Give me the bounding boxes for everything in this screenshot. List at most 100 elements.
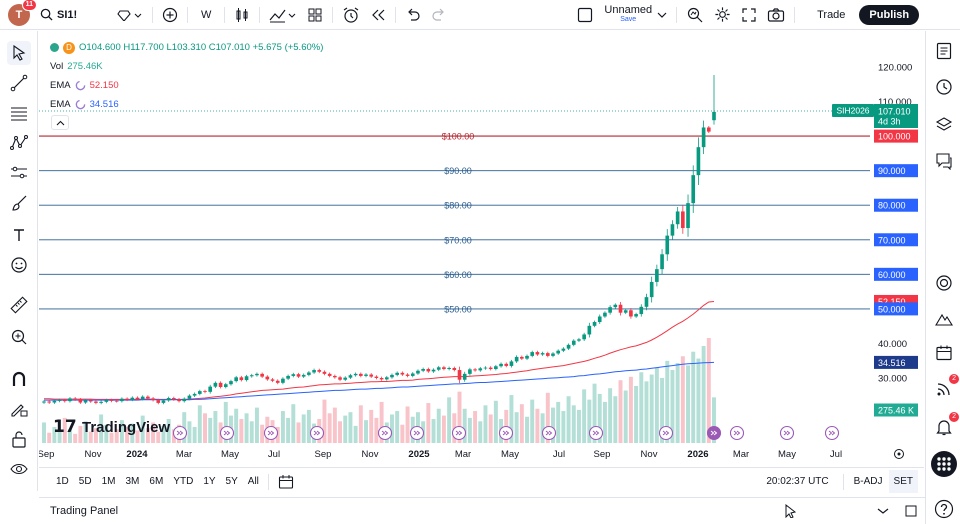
candle-body	[410, 373, 415, 376]
cursor-tool[interactable]	[7, 41, 31, 65]
candle-body	[322, 371, 327, 374]
notifications-button[interactable]: 2	[932, 412, 959, 439]
price-chart[interactable]: $100.00 $90.00 $80.00 $70.00 $60.00 $50.00 12…	[39, 31, 924, 464]
brush-tool[interactable]	[7, 191, 31, 215]
stay-drawing-tool[interactable]	[7, 397, 31, 421]
ruler-tool[interactable]	[7, 293, 31, 317]
ideas-button[interactable]	[932, 271, 956, 295]
candle-body	[130, 397, 135, 400]
ema1-label: EMA	[50, 80, 71, 91]
ema-34-line	[44, 361, 715, 401]
range-button-3m[interactable]: 3M	[125, 476, 140, 487]
event-marker-arrow	[783, 430, 791, 436]
ema-row-2[interactable]: EMA 34.516	[50, 95, 323, 114]
range-button-5d[interactable]: 5D	[78, 476, 92, 487]
alerts-panel-button[interactable]	[932, 75, 956, 99]
layout-name-button[interactable]: Unnamed Save	[604, 4, 652, 25]
symbol-search[interactable]: SI1!	[40, 8, 112, 21]
maximize-icon[interactable]	[905, 505, 917, 517]
templates-button[interactable]	[302, 3, 328, 27]
range-button-all[interactable]: All	[247, 476, 259, 487]
patterns-tool[interactable]	[7, 131, 31, 155]
horizontal-levels: $100.00 $90.00 $80.00 $70.00 $60.00 $50.00	[39, 132, 870, 314]
range-button-1y[interactable]: 1Y	[203, 476, 216, 487]
candle-body	[691, 175, 696, 204]
volume-row[interactable]: Vol 275.46K	[50, 57, 323, 76]
divider	[259, 6, 261, 23]
range-button-5y[interactable]: 5Y	[225, 476, 238, 487]
quick-search-button[interactable]	[681, 3, 709, 27]
settings-button[interactable]	[709, 3, 736, 27]
candle-body	[94, 401, 98, 403]
zoom-tool[interactable]	[7, 325, 31, 349]
volume-bar	[701, 345, 706, 443]
volume-bar	[462, 408, 467, 443]
legend-collapse-button[interactable]	[51, 115, 69, 130]
object-tree-button[interactable]	[932, 113, 956, 137]
range-button-1m[interactable]: 1M	[101, 476, 116, 487]
watchlist-button[interactable]	[932, 39, 956, 63]
time-tick-label: Mar	[455, 449, 471, 460]
time-tick-label: May	[501, 449, 519, 460]
trading-panel[interactable]: Trading Panel	[39, 497, 925, 524]
fib-tool[interactable]	[7, 101, 31, 125]
event-marker-arrow	[828, 430, 836, 436]
trade-button[interactable]: Trade	[817, 8, 846, 21]
chevron-down-icon[interactable]	[877, 507, 889, 515]
range-button-ytd[interactable]: YTD	[173, 476, 194, 487]
session-toggle[interactable]: SET	[888, 470, 918, 493]
fullscreen-button[interactable]	[736, 3, 762, 27]
emoji-tool[interactable]	[7, 253, 31, 277]
publish-button[interactable]: Publish	[859, 4, 920, 25]
price-tag: 80.000	[878, 201, 906, 211]
compare-symbol-button[interactable]	[112, 3, 148, 27]
goto-date-button[interactable]	[273, 470, 299, 494]
volume-bar	[42, 422, 46, 443]
volume-bar	[628, 376, 633, 443]
chats-button[interactable]	[932, 149, 956, 173]
candle-body	[99, 401, 103, 403]
add-indicator-button[interactable]	[157, 3, 183, 27]
volume-bar	[223, 401, 228, 443]
layout-menu-button[interactable]	[652, 3, 672, 27]
market-button[interactable]	[932, 307, 956, 331]
calendar-button[interactable]	[932, 341, 956, 365]
range-button-1d[interactable]: 1D	[56, 476, 69, 487]
trendline-tool[interactable]	[7, 71, 31, 95]
time-axis[interactable]: Sep Nov 2024 Mar May Jul Sep Nov 2025 Mar May Jul Se…	[39, 449, 842, 460]
replay-button[interactable]	[365, 3, 391, 27]
ema-row-1[interactable]: EMA 52.150	[50, 76, 323, 95]
lock-tool[interactable]	[7, 427, 31, 451]
ohlc-row[interactable]: D O104.600 H117.700 L103.310 C107.010 +5…	[50, 38, 323, 57]
redo-button[interactable]	[426, 3, 452, 27]
hide-drawings-tool[interactable]	[7, 457, 31, 481]
chart-type-button[interactable]	[229, 3, 255, 27]
axis-settings-icon[interactable]	[894, 449, 904, 459]
help-button[interactable]	[932, 497, 956, 521]
streams-button[interactable]: 2	[932, 374, 959, 401]
ema2-value: 34.516	[89, 99, 119, 110]
user-avatar[interactable]: T 11	[8, 0, 37, 26]
range-button-6m[interactable]: 6M	[149, 476, 164, 487]
text-tool[interactable]	[7, 223, 31, 247]
indicators-button[interactable]	[264, 3, 302, 27]
volume-bar	[83, 421, 88, 443]
candle-body	[218, 382, 223, 387]
clock[interactable]: 20:02:37 UTC	[766, 476, 829, 487]
products-button[interactable]	[931, 451, 957, 477]
alert-button[interactable]	[337, 3, 365, 27]
volume-bar	[203, 413, 207, 443]
volume-bar	[379, 401, 384, 443]
magnet-tool[interactable]	[7, 367, 31, 391]
forecast-tool[interactable]	[7, 161, 31, 185]
market-status-icon	[50, 43, 59, 52]
interval-button[interactable]: W	[192, 3, 220, 27]
adjustment-toggle[interactable]: B-ADJ	[853, 476, 883, 487]
layout-checkbox[interactable]	[572, 3, 598, 27]
snapshot-button[interactable]	[762, 3, 790, 27]
eye-icon	[10, 463, 28, 475]
compare-icon	[117, 9, 142, 21]
undo-button[interactable]	[400, 3, 426, 27]
candle-body	[447, 367, 451, 370]
